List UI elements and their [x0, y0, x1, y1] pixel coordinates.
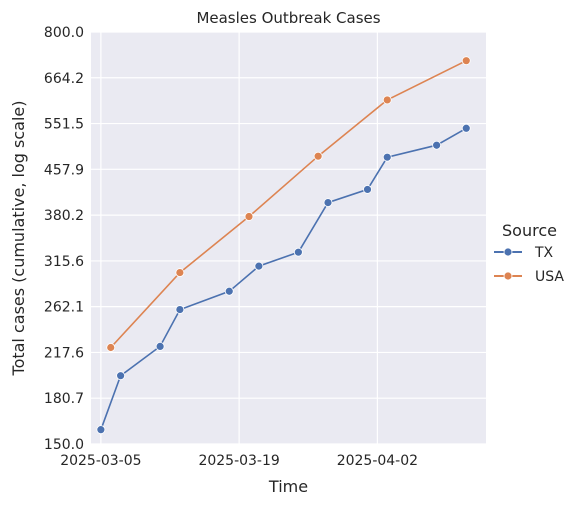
y-tick-label: 664.2 — [44, 71, 84, 87]
legend-usa-marker — [503, 271, 513, 281]
series-lines — [100, 59, 467, 430]
legend-usa-label: USA — [535, 269, 564, 285]
y-tick-label: 380.2 — [44, 208, 84, 224]
y-tick-label: 217.6 — [44, 345, 84, 361]
data-point-tx — [175, 305, 185, 314]
gridlines — [91, 31, 486, 445]
data-point-tx — [224, 286, 234, 296]
legend-tx-label: TX — [534, 245, 554, 261]
data-point-tx — [323, 198, 333, 207]
y-tick-label: 315.6 — [44, 254, 84, 270]
y-tick-label: 262.1 — [44, 300, 84, 316]
legend-title: Source — [502, 221, 557, 240]
data-point-tx — [461, 123, 471, 133]
data-point-usa — [313, 151, 323, 161]
x-axis-ticks: 2025-03-05 2025-03-19 2025-04-02 — [60, 453, 418, 469]
x-tick-label: 2025-03-19 — [198, 453, 279, 469]
legend-entry-usa: USA — [494, 269, 564, 285]
data-point-usa — [382, 95, 392, 105]
legend-entry-tx: TX — [494, 245, 554, 261]
series-line-tx — [100, 127, 467, 430]
data-point-tx — [363, 185, 372, 194]
y-tick-label: 457.9 — [44, 162, 84, 178]
y-tick-label: 180.7 — [44, 391, 84, 407]
y-axis-ticks: 150.0 180.7 217.6 262.1 315.6 380.2 457.9 551.5… — [44, 25, 84, 453]
data-point-usa — [106, 343, 116, 352]
data-point-tx — [432, 140, 442, 150]
x-tick-label: 2025-04-02 — [337, 453, 418, 469]
data-point-tx — [293, 247, 303, 257]
y-tick-label: 150.0 — [44, 437, 84, 453]
data-point-usa — [461, 56, 471, 66]
x-axis-label: Time — [268, 477, 308, 496]
y-tick-label: 551.5 — [44, 117, 84, 133]
data-point-tx — [254, 261, 264, 271]
chart-title: Measles Outbreak Cases — [196, 9, 380, 27]
series-line-usa — [110, 59, 467, 349]
legend: Source TX USA — [494, 221, 564, 285]
y-axis-label: Total cases (cumulative, log scale) — [9, 101, 28, 377]
data-point-tx — [155, 342, 165, 351]
data-point-tx — [96, 425, 106, 435]
data-point-usa — [244, 212, 254, 221]
series-markers — [96, 56, 471, 435]
y-tick-label: 800.0 — [44, 25, 84, 41]
legend-tx-marker — [503, 247, 513, 257]
data-point-usa — [175, 268, 185, 277]
plot-background — [91, 32, 486, 444]
x-tick-label: 2025-03-05 — [60, 453, 141, 469]
data-point-tx — [382, 152, 392, 162]
data-point-tx — [116, 371, 126, 381]
